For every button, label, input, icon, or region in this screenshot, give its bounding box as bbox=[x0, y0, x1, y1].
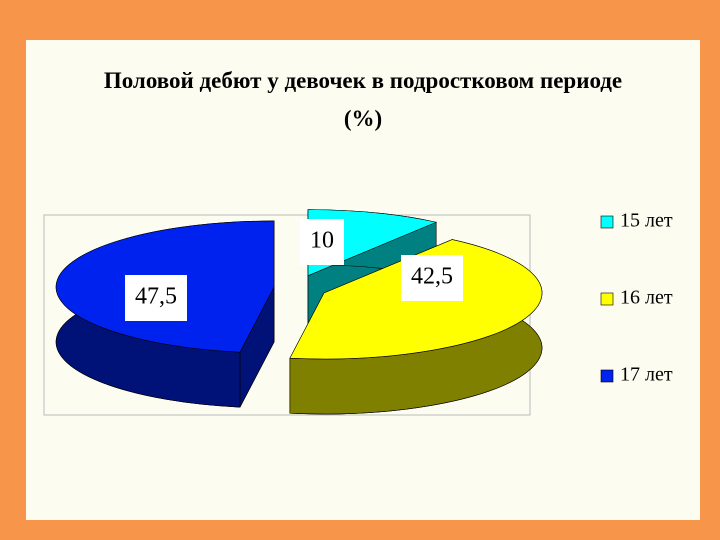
data-label: 42,5 bbox=[411, 264, 453, 290]
plot-frame bbox=[43, 214, 531, 416]
data-label-box bbox=[300, 219, 344, 265]
legend-swatch bbox=[600, 369, 614, 383]
data-label-box bbox=[125, 275, 187, 321]
data-label: 47,5 bbox=[135, 284, 177, 310]
chart-title: Половой дебют у девочек в подростковом п… bbox=[103, 68, 623, 131]
legend-swatch bbox=[600, 215, 614, 229]
legend-label: 16 лет bbox=[620, 287, 673, 309]
data-label-box bbox=[401, 255, 463, 301]
slice bbox=[289, 239, 543, 415]
data-label: 10 bbox=[310, 228, 334, 254]
legend-swatch bbox=[600, 292, 614, 306]
legend-label: 15 лет bbox=[620, 210, 673, 232]
legend-label: 17 лет bbox=[620, 364, 673, 386]
